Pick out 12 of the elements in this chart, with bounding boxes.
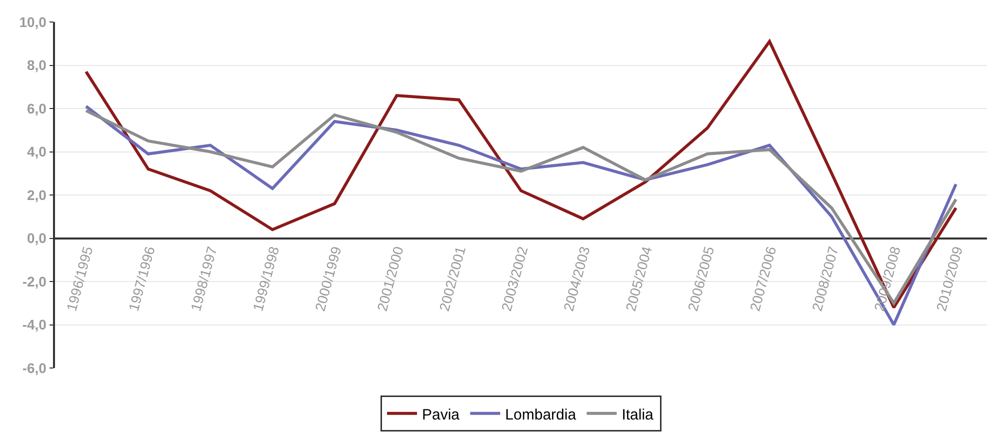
y-tick-label: 2,0	[26, 186, 47, 203]
y-tick-label: 8,0	[26, 57, 47, 74]
y-tick-label: -6,0	[22, 360, 47, 376]
y-tick-label: -2,0	[22, 273, 47, 290]
y-tick-label: 0,0	[26, 230, 47, 246]
y-tick-label: 10,0	[19, 14, 47, 30]
y-tick-label: 6,0	[26, 100, 47, 116]
y-tick-label: -4,0	[22, 316, 47, 333]
legend-label: Lombardia	[505, 406, 577, 424]
legend-label: Pavia	[422, 406, 460, 424]
legend-label: Italia	[622, 406, 654, 424]
y-tick-label: 4,0	[26, 144, 47, 160]
